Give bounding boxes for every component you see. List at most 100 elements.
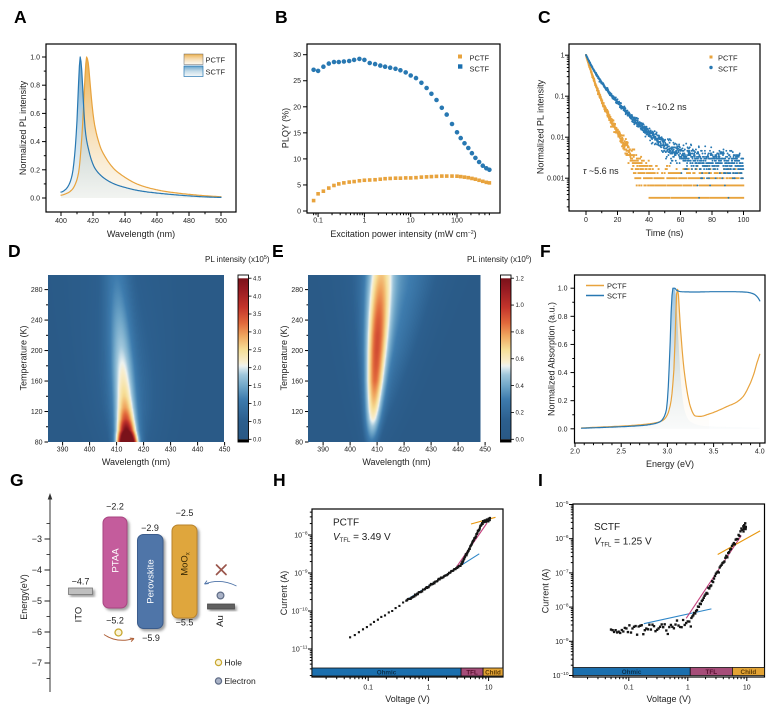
svg-text:0.0: 0.0 [253, 438, 262, 444]
svg-text:0.8: 0.8 [30, 83, 40, 90]
svg-text:Energy (eV): Energy (eV) [646, 459, 694, 469]
svg-text:D: D [8, 241, 21, 261]
svg-text:10−10: 10−10 [292, 607, 308, 616]
svg-text:E: E [272, 241, 284, 261]
svg-text:20: 20 [614, 217, 622, 224]
svg-text:A: A [14, 7, 27, 27]
svg-text:10−9: 10−9 [294, 569, 308, 578]
svg-text:Current (A): Current (A) [541, 569, 551, 614]
svg-text:120: 120 [31, 409, 43, 416]
svg-text:4.5: 4.5 [253, 276, 262, 282]
svg-text:5: 5 [297, 182, 301, 189]
svg-text:VTFL = 1.25 V: VTFL = 1.25 V [594, 537, 652, 549]
svg-text:PCTF: PCTF [470, 54, 490, 63]
svg-text:C: C [538, 7, 551, 27]
svg-text:3.5: 3.5 [253, 312, 262, 318]
svg-text:TFL: TFL [466, 669, 478, 676]
svg-text:10−8: 10−8 [555, 603, 569, 612]
svg-text:200: 200 [31, 348, 43, 355]
svg-text:PCTF: PCTF [333, 518, 359, 529]
svg-text:0.4: 0.4 [516, 384, 525, 390]
svg-text:Perovskite: Perovskite [146, 559, 157, 603]
svg-text:280: 280 [291, 287, 303, 294]
svg-text:−2.2: −2.2 [106, 502, 124, 512]
svg-text:25: 25 [293, 78, 301, 85]
svg-text:3.0: 3.0 [253, 330, 262, 336]
svg-text:4.0: 4.0 [253, 294, 262, 300]
svg-text:Hole: Hole [225, 658, 243, 668]
svg-text:Child: Child [485, 669, 501, 676]
svg-text:30: 30 [293, 52, 301, 59]
svg-text:Normalized PL intensity: Normalized PL intensity [18, 80, 28, 175]
svg-text:SCTF: SCTF [718, 65, 738, 74]
svg-text:10−7: 10−7 [555, 568, 569, 577]
svg-text:10−11: 10−11 [292, 645, 308, 654]
svg-text:80: 80 [295, 440, 303, 447]
svg-text:60: 60 [677, 217, 685, 224]
svg-text:390: 390 [317, 447, 329, 454]
svg-text:120: 120 [291, 409, 303, 416]
svg-text:1.0: 1.0 [30, 55, 40, 62]
svg-text:0.0: 0.0 [30, 196, 40, 203]
svg-text:1.0: 1.0 [558, 286, 568, 293]
svg-text:PLQY (%): PLQY (%) [281, 108, 291, 148]
svg-text:420: 420 [398, 447, 410, 454]
svg-text:440: 440 [192, 447, 204, 454]
svg-text:390: 390 [57, 447, 69, 454]
svg-text:Child: Child [741, 669, 757, 676]
svg-text:TFL: TFL [706, 669, 718, 676]
svg-text:Wavelength (nm): Wavelength (nm) [102, 457, 170, 467]
svg-text:420: 420 [138, 447, 150, 454]
svg-text:0.0: 0.0 [516, 438, 525, 444]
svg-text:ITO: ITO [74, 607, 85, 623]
svg-text:Wavelength (nm): Wavelength (nm) [107, 229, 175, 239]
svg-text:SCTF: SCTF [594, 522, 620, 533]
svg-text:10: 10 [743, 685, 751, 692]
svg-text:−5.5: −5.5 [176, 618, 194, 628]
svg-text:0.1: 0.1 [363, 685, 373, 692]
svg-text:0.01: 0.01 [551, 135, 565, 142]
svg-text:1.0: 1.0 [253, 402, 262, 408]
svg-text:450: 450 [479, 447, 491, 454]
svg-text:0: 0 [584, 217, 588, 224]
svg-text:PCTF: PCTF [718, 54, 738, 63]
svg-text:430: 430 [425, 447, 437, 454]
svg-text:0.4: 0.4 [558, 370, 568, 377]
svg-text:SCTF: SCTF [206, 68, 226, 77]
svg-text:G: G [10, 470, 24, 490]
svg-text:1: 1 [686, 685, 690, 692]
svg-text:10−5: 10−5 [555, 500, 569, 509]
svg-text:PL intensity (x106): PL intensity (x106) [467, 255, 532, 264]
svg-text:10−10: 10−10 [553, 671, 569, 680]
svg-text:τ ~10.2 ns: τ ~10.2 ns [646, 102, 687, 112]
svg-text:B: B [275, 7, 288, 27]
svg-text:4.0: 4.0 [755, 449, 765, 456]
svg-text:2.0: 2.0 [570, 449, 580, 456]
svg-text:0.1: 0.1 [555, 94, 565, 101]
svg-text:0.0: 0.0 [558, 426, 568, 433]
svg-text:280: 280 [31, 287, 43, 294]
svg-text:Current (A): Current (A) [279, 571, 289, 616]
svg-text:0.001: 0.001 [547, 176, 565, 183]
svg-text:460: 460 [151, 218, 163, 225]
svg-text:PTAA: PTAA [111, 548, 122, 573]
svg-text:100: 100 [738, 217, 750, 224]
svg-text:240: 240 [31, 318, 43, 325]
svg-text:Electron: Electron [225, 676, 256, 686]
svg-text:400: 400 [84, 447, 96, 454]
svg-text:−4: −4 [32, 565, 42, 575]
svg-text:−2.5: −2.5 [176, 508, 194, 518]
svg-text:Au: Au [215, 615, 226, 627]
svg-text:0: 0 [297, 209, 301, 216]
svg-text:0.1: 0.1 [313, 218, 323, 225]
svg-text:PL intensity (x105): PL intensity (x105) [205, 255, 270, 264]
svg-text:PCTF: PCTF [607, 282, 627, 291]
svg-text:0.2: 0.2 [30, 167, 40, 174]
svg-text:VTFL = 3.49 V: VTFL = 3.49 V [333, 532, 391, 544]
svg-text:440: 440 [119, 218, 131, 225]
svg-text:430: 430 [165, 447, 177, 454]
svg-text:440: 440 [452, 447, 464, 454]
svg-text:10: 10 [407, 218, 415, 225]
svg-text:−5.9: −5.9 [142, 633, 160, 643]
svg-text:450: 450 [219, 447, 231, 454]
